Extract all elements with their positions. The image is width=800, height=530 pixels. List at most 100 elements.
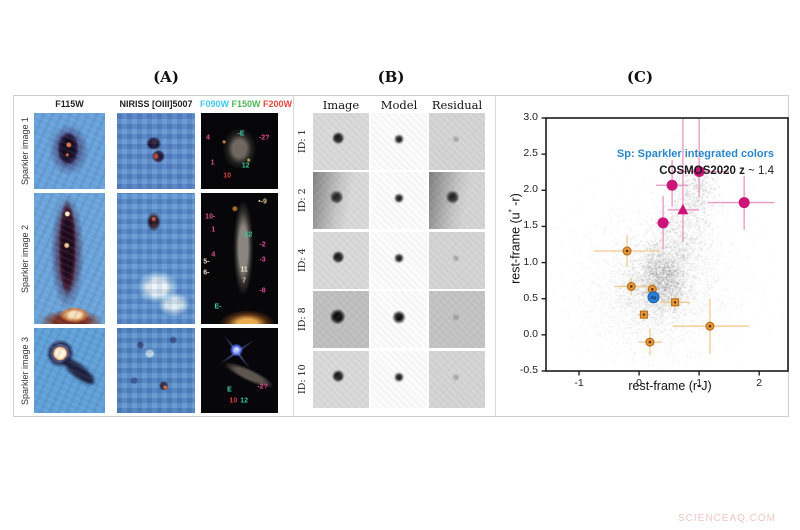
rgb-annotation: 10 bbox=[229, 397, 238, 405]
y-tick-label: 2.5 bbox=[523, 147, 538, 160]
column-header-residual: Residual bbox=[431, 98, 483, 112]
row-label-sparkler-image-2: Sparkler image 2 bbox=[20, 224, 30, 293]
cosmos2020-quiescent-triangle-point bbox=[677, 203, 689, 215]
psf-image-cell bbox=[313, 291, 369, 349]
psf-image-cell bbox=[313, 113, 369, 170]
rgb-annotation: 12 bbox=[241, 162, 250, 170]
x-tick-label: -1 bbox=[574, 377, 584, 389]
sparkler-cluster-circles-point-core bbox=[629, 285, 633, 288]
cutout-niriss-image2 bbox=[117, 193, 195, 324]
y-label-suffix: -r) bbox=[508, 193, 523, 210]
panel-b-title: (B) bbox=[377, 68, 405, 86]
rgb-annotation: 4 bbox=[211, 251, 216, 259]
cutout-rgb-image3: E -2? 10 12 bbox=[201, 328, 278, 413]
psf-image-cell bbox=[313, 231, 369, 289]
cutout-rgb-image1: 4 -E -2? 1 12 10 bbox=[201, 113, 278, 189]
panel-c-color-diagram: Sp Sp: Sparkler integrated colors COSMOS… bbox=[496, 96, 789, 416]
row-label-idididid4: ID: 4 bbox=[297, 248, 308, 273]
watermark: SCIENCEAQ.COM bbox=[677, 513, 776, 524]
y-tick-label: -0.5 bbox=[519, 364, 538, 376]
y-tick-label: 0.5 bbox=[523, 291, 538, 304]
psf-residual-cell bbox=[429, 291, 485, 349]
star-spike-decoration bbox=[218, 338, 255, 365]
x-tick-label: 2 bbox=[756, 377, 763, 389]
psf-residual-cell bbox=[429, 350, 485, 408]
cosmos2020-quiescent-circles-point bbox=[693, 165, 705, 177]
galaxy-tail-decoration bbox=[59, 355, 98, 389]
rgb-annotation: 6- bbox=[203, 269, 210, 277]
rgb-annotation: •-9 bbox=[258, 198, 267, 206]
filter-label-f150w: F150W bbox=[229, 99, 261, 109]
row-label-idididid8: ID: 8 bbox=[297, 307, 308, 332]
rgb-annotation: 7 bbox=[242, 277, 247, 285]
legend-cosmos: COSMOS2020 z ~ 1.4 bbox=[659, 165, 774, 177]
sparkler-cluster-circles-point-core bbox=[648, 340, 652, 344]
figure-box: F115W NIRISS [OIII]5007 F090W F150W F200… bbox=[13, 95, 789, 417]
psf-model-cell bbox=[371, 231, 427, 289]
sparkler-cluster-squares-point-core bbox=[673, 301, 677, 304]
row-label-idididid10: ID: 10 bbox=[297, 364, 308, 394]
rgb-annotation: 12 bbox=[240, 397, 249, 405]
cosmos2020-quiescent-circles-point bbox=[738, 197, 750, 209]
cutout-f115w-image2 bbox=[34, 193, 105, 324]
rgb-annotation: -E bbox=[237, 130, 245, 138]
column-header-niriss: NIRISS [OIII]5007 bbox=[119, 99, 193, 109]
rgb-annotation: 4 bbox=[205, 134, 210, 142]
cutout-f115w-image1 bbox=[34, 113, 105, 189]
rgb-annotation: 10- bbox=[205, 213, 216, 221]
psf-residual-cell bbox=[429, 172, 485, 230]
sparkler-cluster-squares-point-core bbox=[642, 313, 646, 316]
plot-frame bbox=[545, 117, 789, 372]
legend-cosmos-bold: COSMOS2020 z bbox=[659, 165, 745, 177]
legend-cosmos-rest: ~ 1.4 bbox=[744, 165, 774, 177]
psf-residual-cell bbox=[429, 231, 485, 289]
sp-label: Sp bbox=[651, 295, 657, 300]
psf-image-cell bbox=[313, 172, 369, 230]
filter-label-f200w: F200W bbox=[260, 99, 293, 109]
rgb-annotation: 1 bbox=[210, 159, 215, 167]
cutout-niriss-image3 bbox=[117, 328, 195, 413]
psf-model-cell bbox=[371, 172, 427, 230]
sparkler-cluster-circles-point-core bbox=[625, 249, 629, 253]
x-tick-label: 0 bbox=[636, 377, 642, 389]
cosmos2020-quiescent-circles-point bbox=[666, 179, 678, 191]
scatter-plot-area: Sp Sp: Sparkler integrated colors COSMOS… bbox=[541, 117, 789, 376]
sparkler-integrated-color-point bbox=[647, 291, 660, 304]
rgb-annotation: E bbox=[227, 386, 232, 394]
column-header-model: Model bbox=[380, 98, 418, 112]
sparkler-cluster-circles-point-core bbox=[708, 324, 712, 328]
panel-a-title: (A) bbox=[153, 68, 179, 86]
panel-b-psf-fits: Image Model Residual ID: 1 ID: 2 ID: 4 ID: … bbox=[293, 96, 496, 416]
panel-c-title: (C) bbox=[626, 68, 654, 86]
rgb-annotation: -2 bbox=[259, 241, 266, 249]
cosmos2020-quiescent-circles-point bbox=[657, 217, 669, 229]
rgb-annotation: 11 bbox=[240, 266, 248, 274]
psf-model-cell bbox=[371, 113, 427, 170]
sparkler-cluster-circles-point-core bbox=[650, 288, 654, 291]
row-label-idididid2: ID: 2 bbox=[297, 189, 308, 213]
y-tick-label: 2.0 bbox=[523, 183, 538, 196]
rgb-annotation: 1 bbox=[211, 226, 216, 234]
psf-model-cell bbox=[371, 350, 427, 408]
rgb-annotation: -12 bbox=[242, 231, 253, 239]
rgb-annotation: -8 bbox=[259, 287, 266, 295]
star-spike-decoration bbox=[222, 334, 251, 369]
column-header-f115w: F115W bbox=[55, 99, 84, 109]
scatter-svg: Sp bbox=[541, 117, 789, 376]
panel-a-cutouts: F115W NIRISS [OIII]5007 F090W F150W F200… bbox=[14, 96, 293, 416]
filter-label-f090w: F090W bbox=[200, 99, 230, 109]
rgb-annotation: -2? bbox=[257, 383, 268, 391]
cutout-f115w-image3 bbox=[34, 328, 105, 413]
cutout-rgb-image2: •-9 10- 1 -12 -2 4 5- -3 6- 11 7 -8 E- bbox=[201, 193, 278, 324]
x-tick-label: 1 bbox=[696, 377, 703, 389]
y-tick-label: 0.0 bbox=[523, 327, 538, 340]
rgb-annotation: -2? bbox=[258, 134, 270, 142]
column-header-image: Image bbox=[322, 98, 360, 112]
rgb-annotation: -3 bbox=[259, 256, 266, 264]
psf-residual-cell bbox=[429, 113, 485, 170]
cutout-niriss-image1 bbox=[117, 113, 195, 189]
y-tick-label: 1.5 bbox=[523, 219, 538, 232]
y-tick-label: 1.0 bbox=[523, 255, 538, 268]
psf-model-cell bbox=[371, 291, 427, 349]
